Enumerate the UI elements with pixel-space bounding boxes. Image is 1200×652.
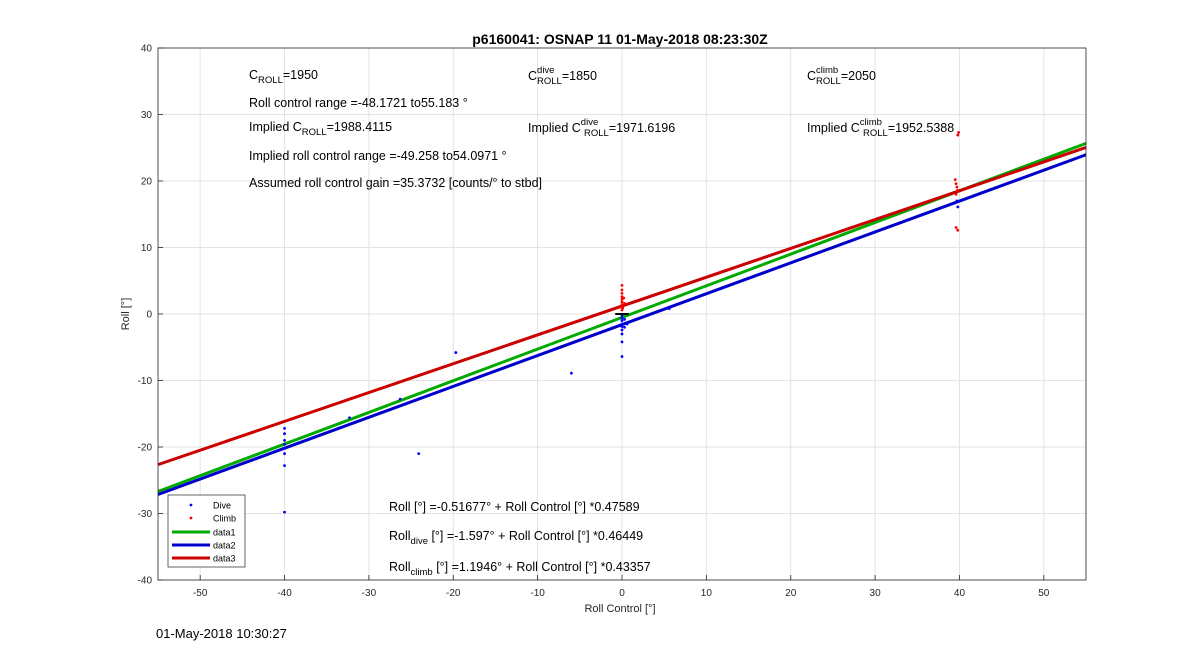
climb-point [620,291,624,295]
fit-equation-all: Roll [°] =-0.51677° + Roll Control [°] *… [389,500,640,514]
dive-point [283,464,286,468]
climb-point [620,303,624,307]
climb-point [620,288,624,292]
y-tick-label: -20 [138,443,153,454]
dive-point [956,205,960,209]
plot-area-frame [157,47,1087,581]
x-tick-label: -10 [530,588,545,599]
y-axis-label: Roll [°] [120,298,132,331]
y-tick-label: -40 [138,576,153,587]
y-tick-label: -30 [138,509,153,520]
dive-point [454,351,458,354]
dive-point [283,446,286,450]
climb-point [954,226,958,229]
c-roll-dive-annotation: Cdive ROLL=1850 [528,65,597,87]
c-roll-annotation: CROLL=1950 [249,68,318,86]
climb-point [953,178,957,182]
climb-point [957,131,961,134]
y-tick-label: 10 [141,243,153,254]
dive-point [620,322,624,326]
footer-timestamp: 01-May-2018 10:30:27 [156,626,287,641]
climb-point [622,296,626,300]
x-tick-label: 20 [785,588,797,599]
legend-dive-label: Dive [213,501,231,511]
implied-roll-control-range: Implied roll control range =-49.258 to54… [249,149,507,163]
dive-point [620,328,624,332]
x-tick-label: 40 [954,588,966,599]
dive-point [620,332,624,336]
climb-point [620,284,624,287]
dive-point [569,371,573,375]
legend-data2-label: data2 [213,541,236,551]
x-tick-label: 30 [870,588,882,599]
dive-point [623,325,626,329]
dive-point [620,325,624,329]
x-tick-label: -50 [193,588,208,599]
dive-point [620,355,624,358]
climb-point [955,185,959,189]
scatter-points [283,131,961,514]
x-tick-label: -30 [362,588,377,599]
implied-c-roll-dive-annotation: Implied Cdive ROLL=1971.6196 [528,117,675,139]
dive-point [348,416,351,420]
roll-control-range: Roll control range =-48.1721 to55.183 ° [249,96,468,110]
legend: Dive Climb data1 data2 data3 [167,494,246,568]
y-tick-label: 30 [141,110,153,121]
x-tick-label: 0 [619,588,625,599]
x-tick-label: 10 [701,588,713,599]
axis-ticks: -50 -40 -30 -20 -10 0 10 20 30 40 50 -40 -30 -20 -10 0 1… [138,44,1050,600]
c-roll-climb-annotation: Cclimb ROLL=2050 [807,65,876,87]
dive-point [283,432,286,436]
fit-equation-dive: Rolldive [°] =-1.597° + Roll Control [°]… [389,529,643,547]
climb-point [956,188,960,192]
climb-point [954,192,958,196]
dive-point [283,452,286,456]
dive-point [283,442,286,446]
x-tick-label: 50 [1038,588,1050,599]
y-tick-label: -10 [138,376,153,387]
y-tick-label: 20 [141,177,153,188]
legend-data1-label: data1 [213,528,236,538]
climb-point [621,306,625,310]
implied-c-roll-climb-annotation: Implied Cclimb ROLL=1952.5388 [807,117,954,139]
x-tick-label: -20 [446,588,461,599]
legend-dive-marker [189,503,193,507]
dive-point [623,317,626,321]
legend-climb-marker [189,516,193,520]
dive-point [667,307,671,311]
dive-point [620,319,624,323]
dive-point [283,426,286,430]
climb-point [956,228,960,232]
assumed-roll-control-gain: Assumed roll control gain =35.3732 [coun… [249,176,542,190]
climb-point [620,300,624,304]
dive-point [620,316,624,320]
dive-point [283,438,286,442]
x-tick-label: -40 [277,588,292,599]
implied-c-roll-annotation: Implied CROLL=1988.4115 [249,120,392,138]
climb-point [954,182,958,186]
dive-point [283,510,286,514]
dive-point [417,452,421,456]
climb-point [623,301,626,305]
dive-point [625,322,629,326]
dive-point [620,340,624,344]
y-tick-label: 0 [146,310,152,321]
dive-point [955,199,959,203]
legend-data3-label: data3 [213,554,236,564]
legend-climb-label: Climb [213,514,236,524]
x-axis-label: Roll Control [°] [584,603,655,615]
fit-equation-climb: Rollclimb [°] =1.1946° + Roll Control [°… [389,560,651,578]
chart-title: p6160041: OSNAP 11 01-May-2018 08:23:30Z [472,31,768,47]
dive-point [398,397,402,401]
climb-point [956,133,960,137]
y-tick-label: 40 [141,44,153,55]
